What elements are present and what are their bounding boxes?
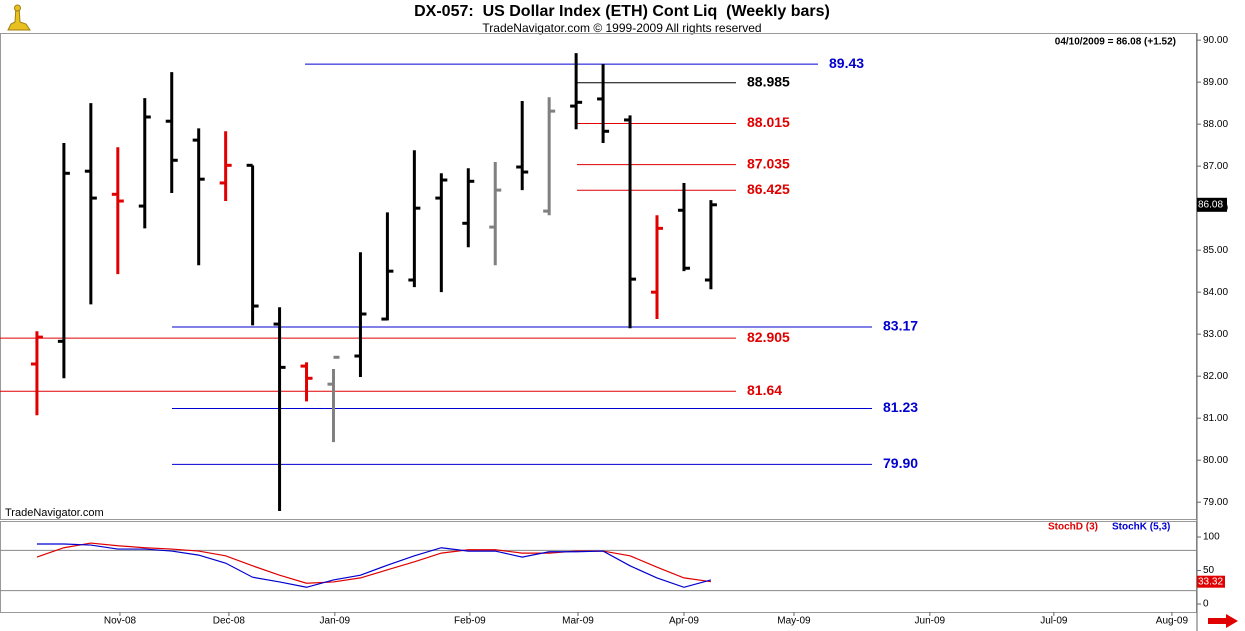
level-label: 86.425 [747, 181, 790, 197]
legend-entry: StochK (5,3) [1112, 522, 1170, 533]
level-label: 81.64 [747, 382, 782, 398]
level-label: 88.015 [747, 114, 790, 130]
level-label: 88.985 [747, 73, 790, 89]
level-label: 87.035 [747, 155, 790, 171]
y-tick-label: 87.00 [1203, 161, 1228, 172]
y-tick-label: 84.00 [1203, 287, 1228, 298]
x-tick-label: Nov-08 [104, 616, 137, 627]
level-label: 89.43 [829, 55, 864, 71]
last-value-box [1197, 575, 1225, 588]
x-tick-label: Dec-08 [213, 616, 246, 627]
status-text: 04/10/2009 = 86.08 (+1.52) [1055, 37, 1176, 48]
y-tick-label: 81.00 [1203, 413, 1228, 424]
level-label: 83.17 [883, 318, 918, 334]
level-label: 81.23 [883, 399, 918, 415]
y-tick-label: 80.00 [1203, 455, 1228, 466]
legend-entry: StochD (3) [1048, 522, 1098, 533]
y-tick-label: 82.00 [1203, 371, 1228, 382]
x-tick-label: Jul-09 [1040, 616, 1068, 627]
x-tick-label: May-09 [777, 616, 811, 627]
logo [7, 4, 31, 31]
scroll-arrow[interactable] [1208, 614, 1238, 628]
chart-subtitle: TradeNavigator.com © 1999-2009 All right… [482, 21, 761, 35]
y-tick-label: 85.00 [1203, 245, 1228, 256]
y-tick-label: 79.00 [1203, 497, 1228, 508]
x-tick-label: Jan-09 [320, 616, 351, 627]
y-tick-label: 0 [1203, 599, 1209, 610]
y-tick-label: 50 [1203, 565, 1215, 576]
chart-title: DX-057: US Dollar Index (ETH) Cont Liq (… [414, 3, 830, 20]
x-tick-label: Mar-09 [562, 616, 594, 627]
last-price-box [1197, 197, 1227, 212]
x-tick-label: Jun-09 [915, 616, 946, 627]
last-value-label: 33.32 [1198, 576, 1223, 587]
last-price-label: 86.08 [1198, 199, 1223, 210]
y-tick-label: 89.00 [1203, 77, 1228, 88]
stoch-line [36, 543, 712, 588]
watermark: TradeNavigator.com [5, 507, 104, 519]
y-tick-label: 90.00 [1203, 35, 1228, 46]
x-tick-label: Aug-09 [1156, 616, 1189, 627]
y-tick-label: 88.00 [1203, 119, 1228, 130]
y-tick-label: 100 [1203, 532, 1220, 543]
y-tick-label: 83.00 [1203, 329, 1228, 340]
x-tick-label: Apr-09 [669, 616, 699, 627]
x-tick-label: Feb-09 [454, 616, 486, 627]
level-label: 82.905 [747, 329, 790, 345]
level-label: 79.90 [883, 455, 918, 471]
